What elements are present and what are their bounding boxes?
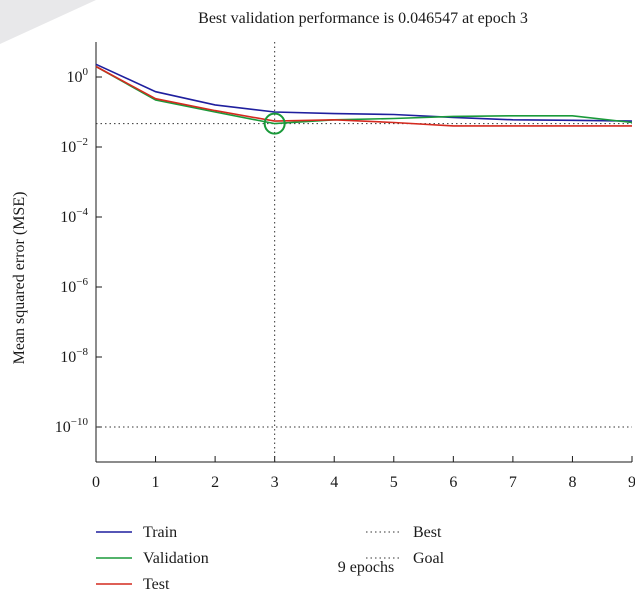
best-point-marker [263, 112, 286, 135]
y-tick-base: 10 [60, 209, 76, 226]
y-tick-label: 10−6 [60, 276, 88, 296]
legend-label-goal: Goal [413, 550, 445, 567]
y-tick-base: 10 [60, 139, 76, 156]
y-tick-label: 10−4 [60, 206, 88, 226]
x-tick-label: 4 [330, 474, 338, 491]
legend-label-validation: Validation [143, 550, 209, 567]
y-tick-exponent: −4 [76, 206, 88, 218]
series-line-train [95, 63, 633, 122]
x-axis-label: 9 epochs [338, 559, 394, 576]
y-tick-exponent: −2 [76, 136, 88, 148]
y-tick-exponent: −6 [76, 276, 88, 288]
legend-label-best: Best [413, 524, 442, 541]
x-tick-label: 1 [152, 474, 160, 491]
corner-decoration [0, 0, 96, 44]
y-tick-base: 10 [67, 69, 83, 86]
y-tick-label: 10−8 [60, 346, 88, 366]
x-tick-label: 0 [92, 474, 100, 491]
x-tick-label: 3 [271, 474, 279, 491]
y-tick-label: 10−2 [60, 136, 88, 156]
y-axis-label: Mean squared error (MSE) [11, 192, 28, 365]
y-tick-base: 10 [60, 279, 76, 296]
y-tick-exponent: 0 [83, 66, 89, 78]
legend: Train Validation Test Best Goal [96, 524, 445, 593]
x-tick-label: 9 [628, 474, 635, 491]
y-tick-exponent: −10 [71, 416, 89, 428]
series-line-validation [95, 65, 633, 125]
x-tick-label: 5 [390, 474, 398, 491]
y-tick-exponent: −8 [76, 346, 88, 358]
y-tick-label: 100 [67, 66, 89, 86]
x-tick-label: 8 [568, 474, 576, 491]
x-tick-label: 2 [211, 474, 219, 491]
x-tick-label: 6 [449, 474, 457, 491]
y-tick-label: 10−10 [55, 416, 89, 436]
y-tick-base: 10 [60, 349, 76, 366]
chart-title: Best validation performance is 0.046547 … [198, 10, 528, 27]
y-tick-base: 10 [55, 419, 71, 436]
legend-label-train: Train [143, 524, 177, 541]
legend-label-test: Test [143, 576, 170, 593]
x-tick-label: 7 [509, 474, 517, 491]
series-line-test [95, 65, 632, 127]
